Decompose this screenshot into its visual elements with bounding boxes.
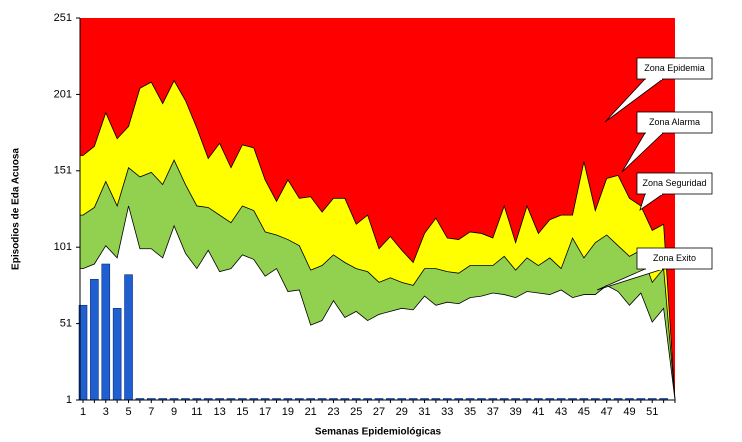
callout-label: Zona Epidemia [644,63,705,73]
x-tick-label: 11 [191,406,202,418]
x-tick-label: 51 [646,406,658,418]
x-tick-label: 39 [509,406,521,418]
x-tick-label: 17 [259,406,271,418]
bar [112,308,122,401]
x-tick-label: 29 [396,406,408,418]
x-tick-label: 33 [441,406,453,418]
x-tick-label: 19 [282,406,294,418]
callout-box [636,172,713,195]
x-tick-label: 1 [80,406,86,418]
callout-box [636,111,713,134]
x-tick-label: 9 [171,406,177,418]
callout-join [646,268,662,270]
x-tick-label: 3 [103,406,109,418]
x-tick-label: 7 [148,406,154,418]
x-tick-label: 31 [418,406,430,418]
x-tick-label: 35 [464,406,476,418]
bar [90,278,99,401]
y-tick-label: 1 [66,394,72,406]
x-axis-title: Semanas Epidemiológicas [315,427,442,437]
x-tick-label: 43 [555,406,567,418]
x-tick-label: 37 [487,406,499,418]
callout-box [636,57,713,80]
y-tick-label: 151 [54,165,72,177]
x-tick-label: 49 [623,406,635,418]
x-tick-label: 47 [601,406,613,418]
bar [101,263,111,401]
x-tick-label: 13 [213,406,225,418]
y-tick-label: 251 [54,12,72,24]
callout-join [646,78,662,80]
callout-join [646,193,662,195]
callout-label: Zona Seguridad [642,178,706,188]
zone-area [79,205,676,401]
x-tick-label: 21 [305,406,317,418]
x-tick-label: 23 [327,406,339,418]
callout-box [636,247,713,270]
x-tick-label: 27 [373,406,385,418]
x-tick-label: 45 [578,406,590,418]
y-tick-label: 51 [60,318,72,330]
callout-label: Zona Alarma [649,117,700,127]
y-tick-label: 201 [54,88,72,100]
x-tick-label: 41 [532,406,544,418]
callout-label: Zona Exito [653,253,696,263]
x-tick-label: 5 [125,406,131,418]
x-tick-label: 15 [236,406,248,418]
callout-join [646,132,662,134]
y-axis-title: Episodios de Eda Acuosa [11,148,22,270]
y-tick-label: 101 [54,241,72,253]
bar [124,274,133,401]
x-tick-label: 25 [350,406,362,418]
